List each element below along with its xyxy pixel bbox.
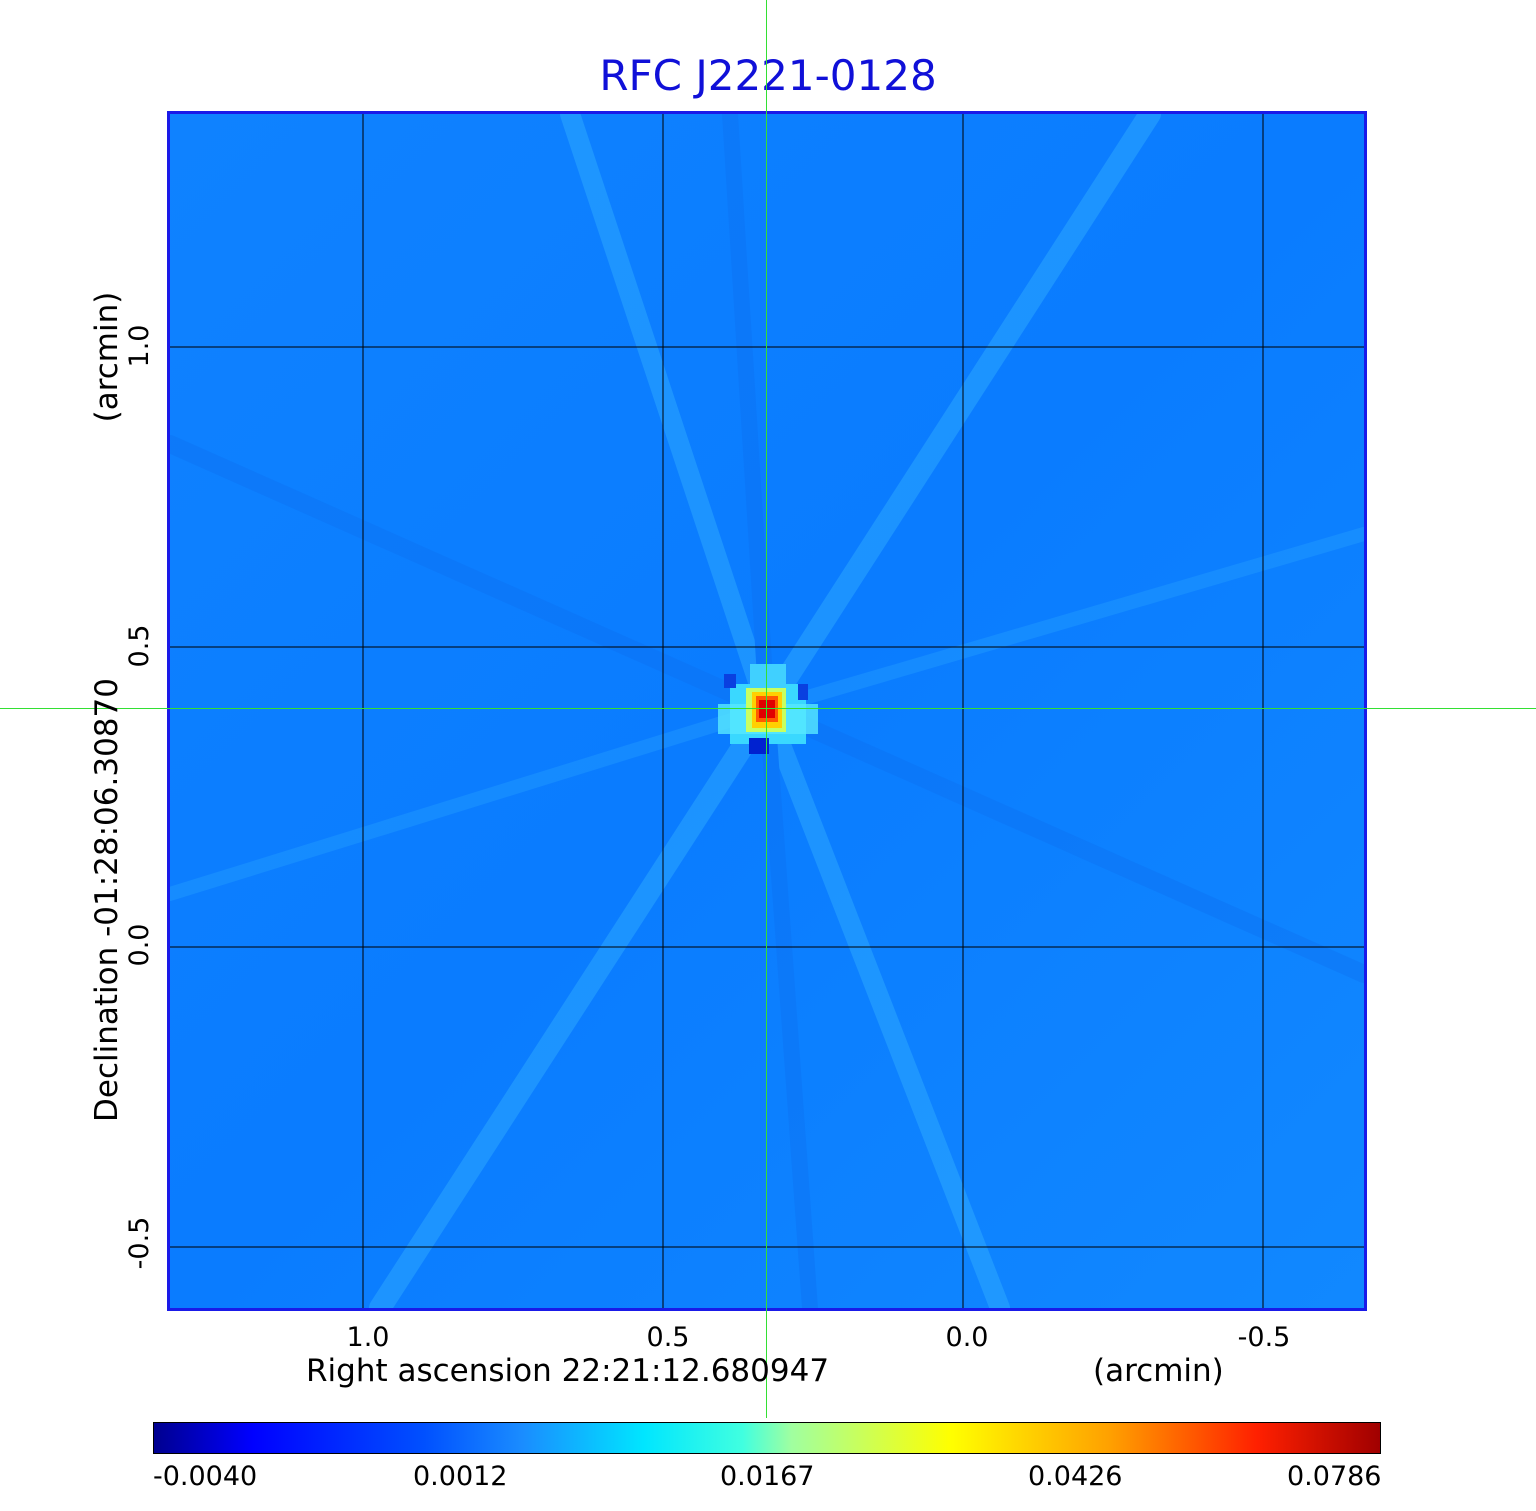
radio-image	[170, 114, 1364, 1308]
y-tick-label: 0.0	[124, 923, 155, 967]
sidelobe-streak	[756, 114, 1161, 720]
x-axis-label: Right ascension 22:21:12.680947	[306, 1353, 830, 1389]
y-tick-label: 0.5	[124, 624, 155, 668]
radio-image-panel[interactable]	[167, 111, 1367, 1311]
colorbar-tick-label: -0.0040	[153, 1461, 258, 1492]
sidelobe-streak	[758, 700, 1364, 983]
crosshair-horizontal	[0, 708, 1536, 709]
colorbar-tick-label: 0.0012	[413, 1461, 508, 1492]
x-axis-unit: (arcmin)	[1093, 1353, 1224, 1389]
colorbar-tick-label: 0.0786	[1287, 1461, 1382, 1492]
x-tick-label: 1.0	[346, 1322, 390, 1353]
plot-title: RFC J2221-0128	[599, 51, 937, 100]
colorbar-tick-label: 0.0426	[1028, 1461, 1123, 1492]
sidelobe-streak	[722, 114, 775, 717]
sidelobe-streak	[369, 698, 778, 1308]
sidelobe-streak	[757, 699, 1010, 1308]
sidelobe-streak	[560, 114, 777, 719]
sidelobe-streak	[760, 527, 1364, 716]
sidelobe-streak	[759, 701, 818, 1308]
x-tick-label: 0.5	[646, 1322, 690, 1353]
y-axis-label: Declination -01:28:06.30870	[89, 678, 125, 1122]
y-axis-unit: (arcmin)	[89, 291, 125, 423]
x-tick-label: -0.5	[1237, 1322, 1291, 1353]
x-tick-label: 0.0	[945, 1322, 989, 1353]
colorbar	[153, 1422, 1381, 1454]
sidelobe-streak	[170, 435, 776, 718]
source-core	[718, 664, 818, 754]
y-tick-label: 1.0	[124, 324, 155, 368]
y-tick-label: -0.5	[124, 1216, 155, 1270]
crosshair-vertical	[766, 0, 767, 1418]
colorbar-tick-label: 0.0167	[720, 1461, 815, 1492]
sidelobe-streak	[170, 702, 774, 901]
